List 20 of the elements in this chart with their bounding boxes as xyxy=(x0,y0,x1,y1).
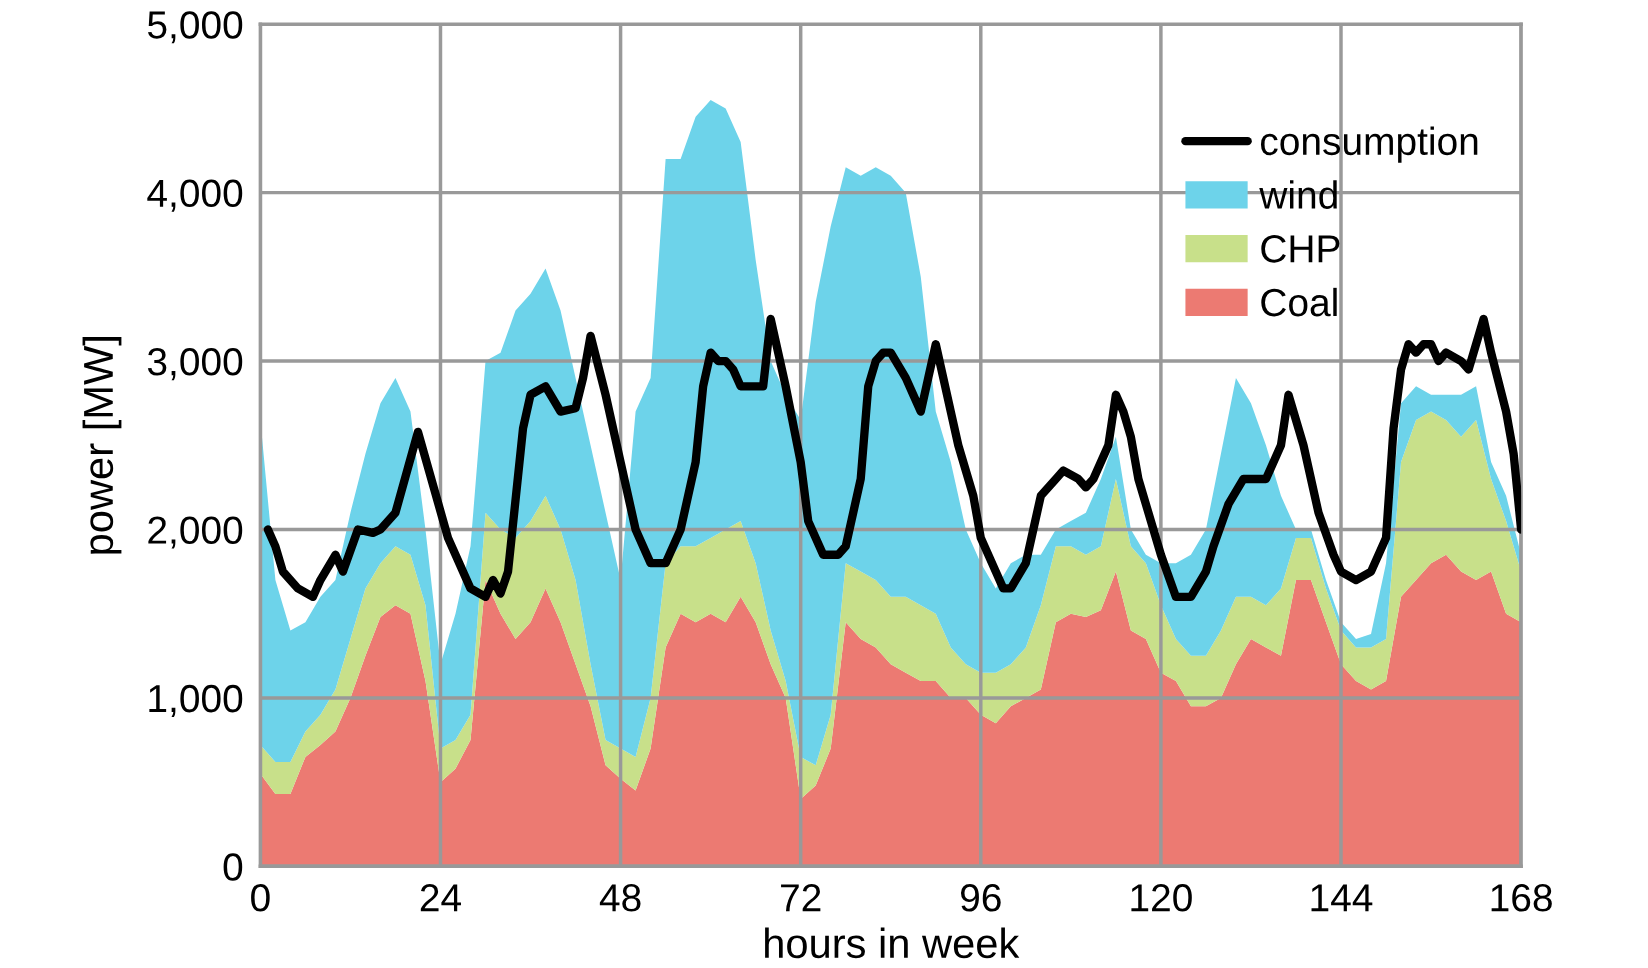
x-tick-label: 168 xyxy=(1491,884,1552,912)
x-axis-title: hours in week xyxy=(765,927,1020,959)
legend-label: Coal xyxy=(1261,287,1337,317)
y-tick-label: 5,000 xyxy=(147,11,243,44)
y-tick-label: 4,000 xyxy=(147,179,243,212)
y-tick-label: 3,000 xyxy=(147,348,243,381)
y-tick-label: 2,000 xyxy=(148,516,243,549)
x-tick-label: 96 xyxy=(960,884,1001,912)
x-tick-label: 0 xyxy=(251,884,270,912)
legend-label: consumption xyxy=(1260,126,1478,163)
x-tick-label: 48 xyxy=(599,884,641,912)
y-axis-title: power [MW] xyxy=(82,337,122,554)
y-tick-label: 1,000 xyxy=(149,684,243,717)
x-tick-label: 120 xyxy=(1131,884,1192,912)
y-tick-label: 0 xyxy=(223,853,243,881)
legend-label: wind xyxy=(1259,180,1337,209)
x-tick-label: 144 xyxy=(1311,884,1373,912)
legend-label: CHP xyxy=(1261,235,1340,263)
x-tick-label: 72 xyxy=(781,884,821,912)
x-tick-label: 24 xyxy=(420,884,461,912)
